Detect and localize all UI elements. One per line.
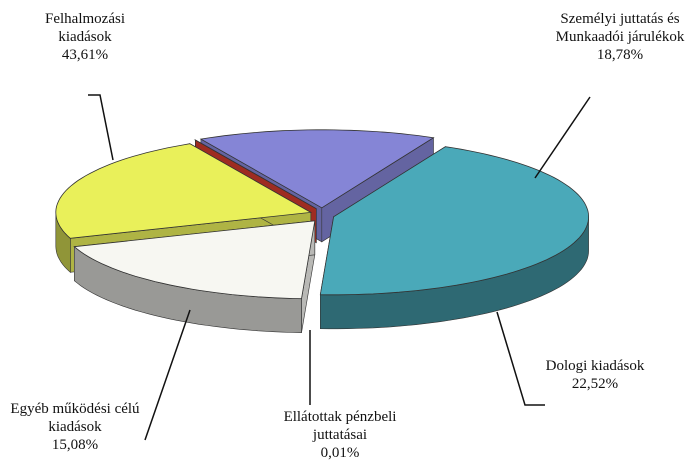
leader-line	[88, 94, 114, 161]
value-label: 18,78%	[596, 47, 644, 63]
category-label: Felhalmozási kiadások	[45, 11, 125, 45]
slice-label: Ellátottak pénzbeli juttatásai 0,01%	[255, 408, 425, 462]
slice	[319, 146, 590, 296]
category-label: Ellátottak pénzbeli juttatásai	[283, 409, 397, 443]
slice-label: Személyi juttatás és Munkaadói járulékok…	[545, 10, 695, 64]
leader-line	[144, 309, 191, 441]
slice-label: Dologi kiadások 22,52%	[530, 357, 660, 393]
slice	[199, 129, 435, 209]
category-label: Egyéb működési célú kiadások	[10, 401, 140, 435]
category-label: Dologi kiadások	[545, 358, 645, 374]
slice	[73, 220, 316, 300]
category-label: Személyi juttatás és Munkaadói járulékok	[555, 11, 685, 45]
leader-line	[534, 96, 591, 179]
slice	[55, 143, 313, 239]
slice-label: Felhalmozási kiadások 43,61%	[5, 10, 165, 64]
value-label: 22,52%	[571, 376, 619, 392]
value-label: 15,08%	[51, 437, 99, 453]
leader-line	[496, 311, 545, 406]
value-label: 43,61%	[61, 47, 109, 63]
slice	[193, 139, 317, 210]
slice-label: Egyéb működési célú kiadások 15,08%	[0, 400, 150, 454]
value-label: 0,01%	[320, 445, 360, 461]
